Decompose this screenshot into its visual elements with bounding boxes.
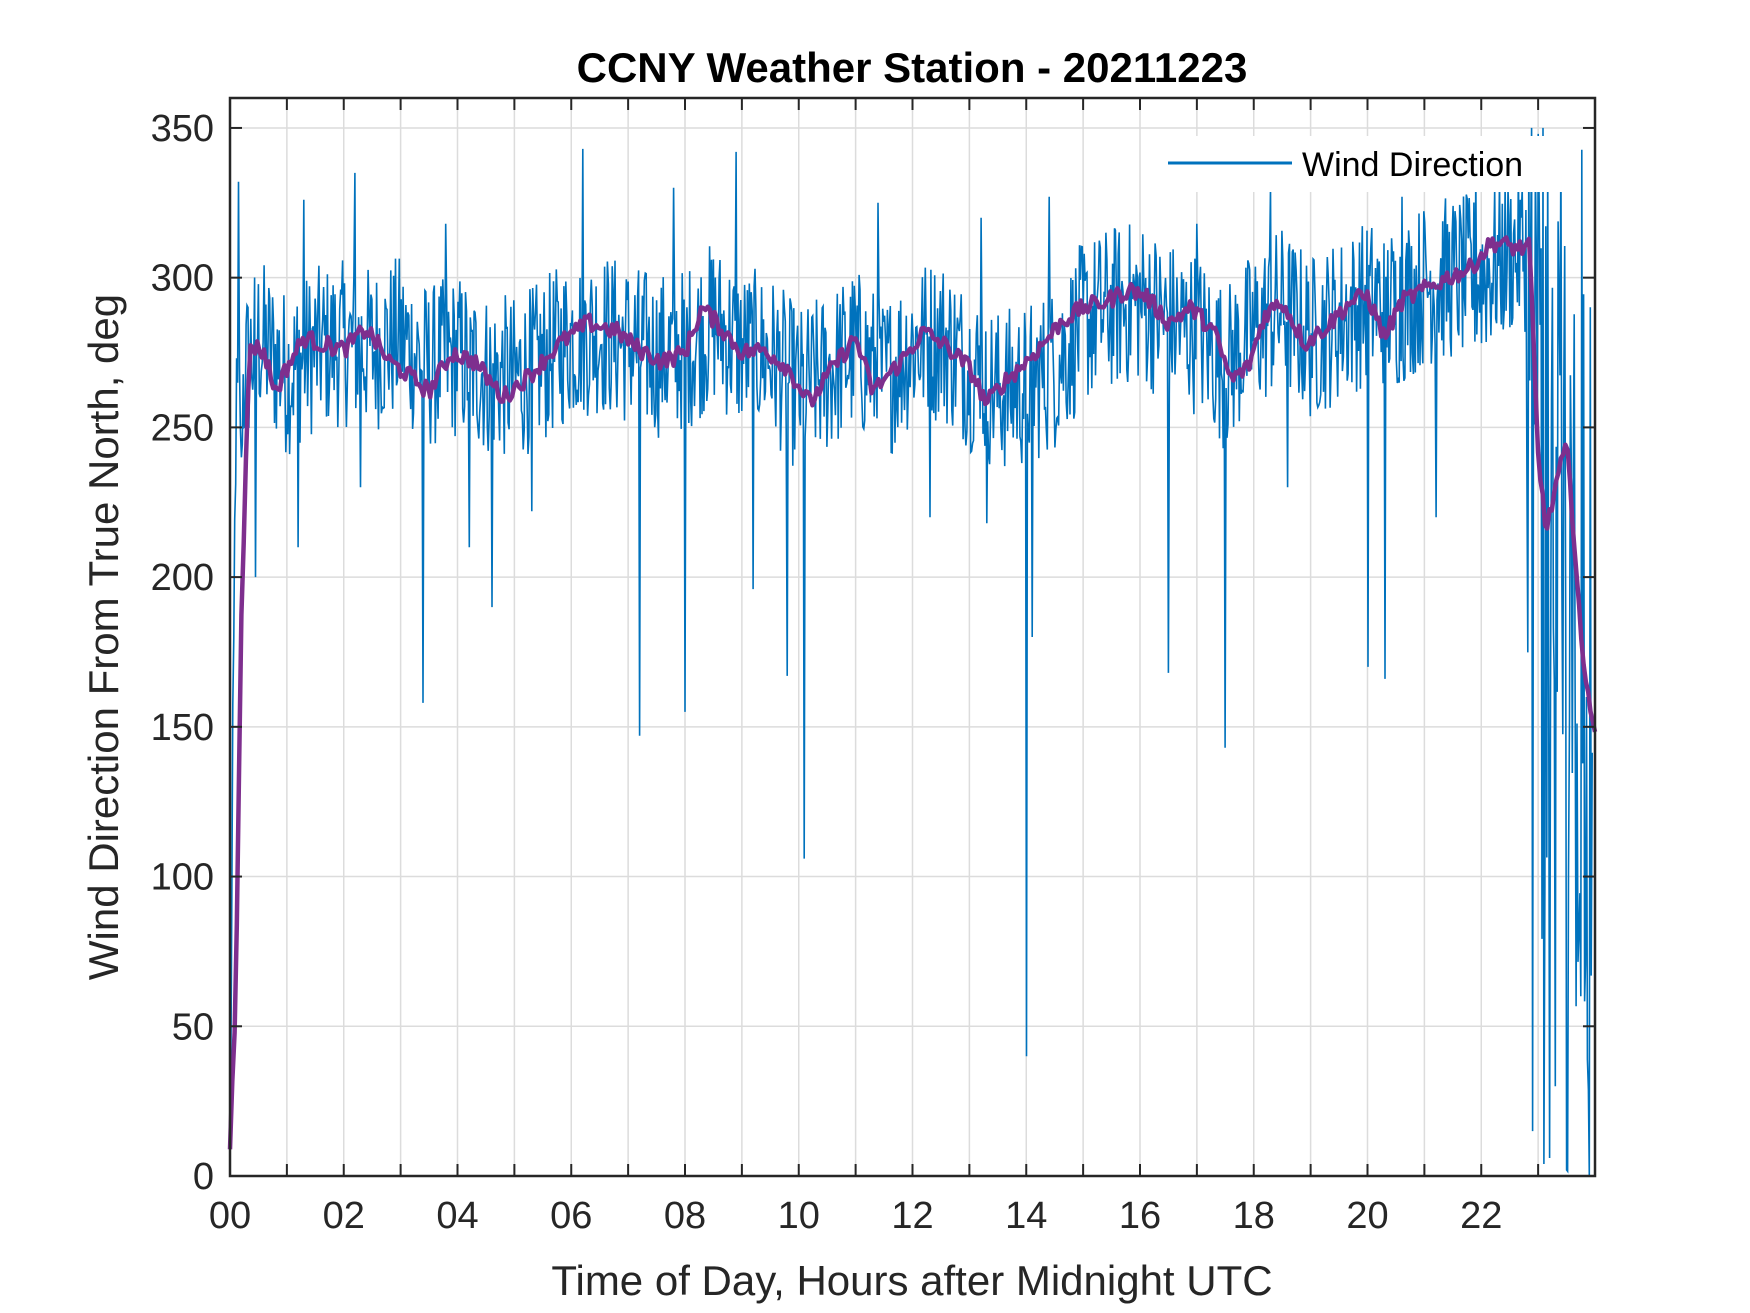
x-tick-label: 14 <box>1005 1195 1047 1237</box>
y-tick-label: 350 <box>151 108 214 150</box>
x-tick-label: 22 <box>1460 1195 1502 1237</box>
x-tick-label: 16 <box>1119 1195 1161 1237</box>
tick-labels: 00 02 04 06 08 10 12 14 16 18 20 22 0 50 100 150 200 250 3… <box>151 108 1503 1237</box>
x-tick-label: 00 <box>209 1195 251 1237</box>
grid <box>230 98 1595 1176</box>
series-wind-direction <box>229 127 1593 1177</box>
x-tick-label: 12 <box>891 1195 933 1237</box>
y-tick-label: 250 <box>151 407 214 449</box>
chart-title: CCNY Weather Station - 20211223 <box>577 44 1248 91</box>
x-tick-label: 02 <box>323 1195 365 1237</box>
y-tick-label: 300 <box>151 258 214 300</box>
x-tick-label: 06 <box>550 1195 592 1237</box>
series-moving-average <box>227 235 1598 1150</box>
y-tick-label: 0 <box>193 1156 214 1198</box>
y-tick-label: 150 <box>151 707 214 749</box>
x-tick-label: 18 <box>1233 1195 1275 1237</box>
axes <box>228 96 1597 1178</box>
x-tick-label: 10 <box>778 1195 820 1237</box>
x-tick-label: 04 <box>436 1195 478 1237</box>
x-axis-label: Time of Day, Hours after Midnight UTC <box>551 1257 1272 1304</box>
y-tick-label: 200 <box>151 557 214 599</box>
x-tick-label: 08 <box>664 1195 706 1237</box>
legend: Wind Direction <box>1155 136 1565 192</box>
y-tick-label: 100 <box>151 857 214 899</box>
y-tick-label: 50 <box>172 1006 214 1048</box>
y-axis-label: Wind Direction From True North, deg <box>80 294 127 980</box>
series-layer <box>227 127 1598 1177</box>
x-tick-label: 20 <box>1346 1195 1388 1237</box>
legend-label-wind-direction: Wind Direction <box>1302 146 1523 184</box>
